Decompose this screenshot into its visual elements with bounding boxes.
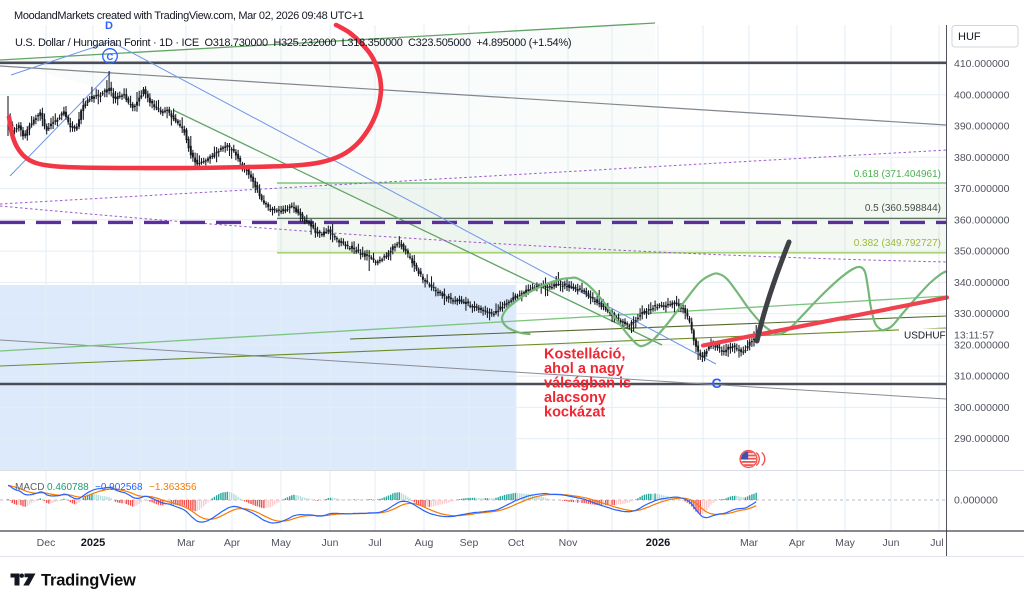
- svg-text:0.5 (360.598844): 0.5 (360.598844): [865, 203, 941, 214]
- svg-text:Jun: Jun: [883, 537, 900, 549]
- svg-text:May: May: [271, 537, 292, 549]
- svg-text:390.000000: 390.000000: [954, 121, 1010, 133]
- svg-text:MoodandMarkets created with Tr: MoodandMarkets created with TradingView.…: [14, 10, 364, 22]
- svg-text:Jul: Jul: [930, 537, 943, 549]
- svg-text:Dec: Dec: [37, 537, 56, 549]
- svg-text:300.000000: 300.000000: [954, 402, 1010, 414]
- svg-text:ahol a nagy: ahol a nagy: [544, 361, 624, 377]
- svg-text:−1.363356: −1.363356: [149, 482, 197, 493]
- svg-text:320.000000: 320.000000: [954, 340, 1010, 352]
- svg-text:Apr: Apr: [224, 537, 241, 549]
- svg-text:C: C: [712, 375, 722, 391]
- svg-text:380.000000: 380.000000: [954, 152, 1010, 164]
- svg-text:Jun: Jun: [322, 537, 339, 549]
- svg-text:310.000000: 310.000000: [954, 371, 1010, 383]
- svg-text:válságban is: válságban is: [544, 376, 631, 392]
- svg-text:Mar: Mar: [740, 537, 759, 549]
- svg-text:−0.902568: −0.902568: [95, 482, 143, 493]
- svg-text:290.000000: 290.000000: [954, 433, 1010, 445]
- svg-text:D: D: [105, 20, 113, 32]
- svg-text:0.618 (371.404961): 0.618 (371.404961): [854, 169, 941, 180]
- svg-text:alacsony: alacsony: [544, 390, 606, 406]
- svg-text:Aug: Aug: [415, 537, 434, 549]
- svg-text:Mar: Mar: [177, 537, 196, 549]
- svg-text:0.382 (349.792727): 0.382 (349.792727): [854, 238, 941, 249]
- svg-text:Oct: Oct: [508, 537, 524, 549]
- svg-text:400.000000: 400.000000: [954, 89, 1010, 101]
- svg-text:Kostelláció,: Kostelláció,: [544, 347, 625, 363]
- svg-text:Apr: Apr: [789, 537, 806, 549]
- svg-text:2026: 2026: [646, 537, 670, 549]
- svg-text:U.S. Dollar / Hungarian Forint: U.S. Dollar / Hungarian Forint · 1D · IC…: [15, 37, 571, 49]
- svg-text:C: C: [107, 52, 114, 63]
- svg-text:330.000000: 330.000000: [954, 308, 1010, 320]
- svg-text:13:11:57: 13:11:57: [954, 330, 994, 342]
- svg-text:0.000000: 0.000000: [954, 495, 998, 507]
- svg-text:Nov: Nov: [559, 537, 578, 549]
- svg-text:Sep: Sep: [460, 537, 479, 549]
- svg-text:MACD: MACD: [15, 482, 44, 493]
- svg-text:May: May: [835, 537, 856, 549]
- svg-text:2025: 2025: [81, 537, 105, 549]
- svg-text:370.000000: 370.000000: [954, 183, 1010, 195]
- svg-text:0.460788: 0.460788: [47, 482, 89, 493]
- svg-text:Jul: Jul: [368, 537, 381, 549]
- svg-text:USDHUF: USDHUF: [904, 331, 946, 342]
- svg-text:340.000000: 340.000000: [954, 277, 1010, 289]
- svg-text:kockázat: kockázat: [544, 405, 605, 421]
- svg-text:350.000000: 350.000000: [954, 246, 1010, 258]
- svg-text:HUF: HUF: [958, 31, 981, 43]
- svg-text:360.000000: 360.000000: [954, 214, 1010, 226]
- svg-text:TradingView: TradingView: [41, 572, 136, 590]
- svg-text:410.000000: 410.000000: [954, 58, 1010, 70]
